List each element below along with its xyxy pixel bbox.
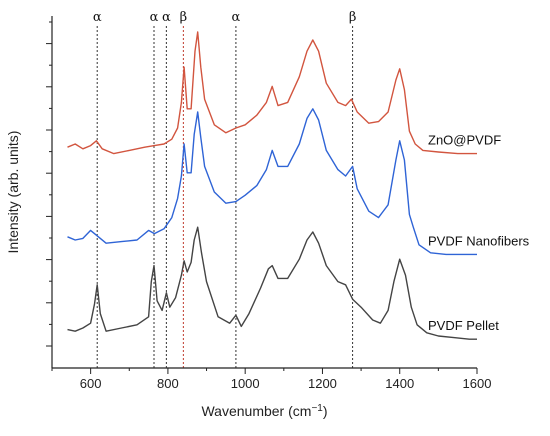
series-label-0: ZnO@PVDF (428, 133, 501, 148)
series-label-1: PVDF Nanofibers (428, 233, 530, 248)
y-axis-title: Intensity (arb. units) (5, 131, 21, 254)
series-line-0 (67, 31, 477, 155)
x-axis-title-close: ) (323, 403, 328, 419)
x-tick-label-1200: 1200 (308, 376, 337, 391)
y-ticks (46, 21, 52, 347)
x-tick-label-1000: 1000 (231, 376, 260, 391)
x-tick-label-600: 600 (80, 376, 102, 391)
series-labels: ZnO@PVDF PVDF Nanofibers PVDF Pellet (428, 133, 530, 334)
series-line-2 (67, 226, 477, 340)
marker-label-0: α (93, 10, 102, 25)
series-line-1 (67, 108, 477, 256)
series-label-2: PVDF Pellet (428, 318, 499, 333)
marker-label-2: α (162, 10, 171, 25)
x-tick-label-1600: 1600 (463, 376, 492, 391)
marker-label-3: β (180, 10, 188, 25)
x-axis-title-main: Wavenumber (cm (201, 403, 311, 419)
x-ticks: 600 800 1000 1200 1400 1600 (51, 368, 492, 391)
x-tick-label-800: 800 (157, 376, 179, 391)
marker-label-5: β (349, 10, 357, 25)
x-axis-title: Wavenumber (cm−1) (201, 403, 327, 420)
axes (51, 16, 477, 369)
spectra-series (67, 31, 477, 340)
x-tick-label-1400: 1400 (385, 376, 414, 391)
marker-label-1: α (150, 10, 159, 25)
marker-label-4: α (232, 10, 241, 25)
x-axis-title-sup: −1 (311, 403, 323, 414)
